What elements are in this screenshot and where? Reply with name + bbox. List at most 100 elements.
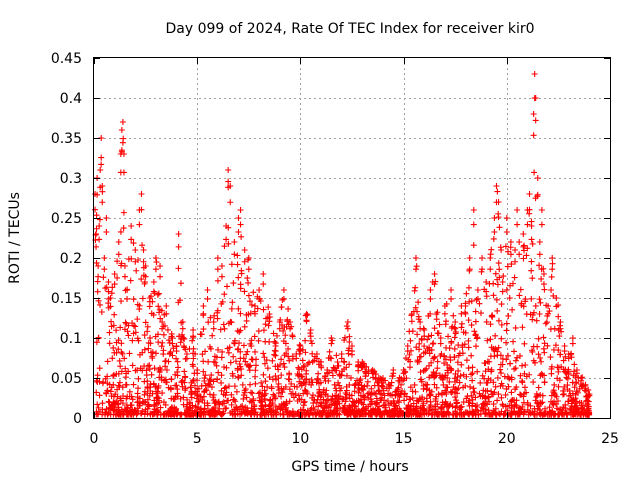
roti-point: [272, 348, 279, 355]
roti-point: [127, 411, 134, 418]
roti-point: [231, 337, 238, 344]
roti-point: [437, 340, 444, 347]
roti-point: [490, 235, 497, 242]
roti-point: [107, 303, 114, 310]
roti-point: [379, 377, 386, 384]
roti-point: [474, 295, 481, 302]
roti-point: [207, 377, 214, 384]
roti-point: [105, 398, 112, 405]
roti-point: [220, 408, 227, 415]
roti-point: [538, 275, 545, 282]
roti-point: [496, 274, 503, 281]
roti-point: [288, 380, 295, 387]
roti-point: [128, 402, 135, 409]
roti-point: [208, 372, 215, 379]
roti-point: [388, 379, 395, 386]
roti-point: [368, 407, 375, 414]
roti-point: [517, 372, 524, 379]
roti-point: [221, 291, 228, 298]
roti-point: [499, 355, 506, 362]
roti-peak-point: [169, 335, 176, 341]
roti-point: [342, 390, 349, 397]
roti-peak-point: [538, 207, 545, 213]
roti-point: [241, 258, 248, 265]
roti-point: [572, 407, 579, 414]
x-tick-label: 0: [90, 431, 99, 447]
roti-point: [250, 395, 257, 402]
roti-point: [508, 411, 515, 418]
roti-point: [438, 374, 445, 381]
roti-point: [318, 402, 325, 409]
roti-peak-point: [237, 207, 244, 213]
roti-point: [122, 365, 129, 372]
roti-point: [157, 315, 164, 322]
roti-point: [357, 376, 364, 383]
roti-peak-point: [553, 295, 560, 301]
roti-point: [206, 411, 213, 418]
roti-peak-point: [231, 239, 238, 245]
roti-point: [122, 406, 129, 413]
roti-point: [234, 327, 241, 334]
roti-point: [144, 410, 151, 417]
roti-point: [260, 306, 267, 313]
roti-point: [229, 299, 236, 306]
roti-point: [343, 391, 350, 398]
roti-point: [401, 391, 408, 398]
roti-point: [472, 318, 479, 325]
roti-point: [94, 372, 101, 379]
roti-point: [531, 359, 538, 366]
roti-point: [430, 369, 437, 376]
roti-point: [451, 334, 458, 341]
roti-point: [579, 402, 586, 409]
roti-point: [511, 366, 518, 373]
roti-point: [152, 383, 159, 390]
roti-point: [107, 388, 114, 395]
roti-peak-point: [536, 239, 543, 245]
roti-point: [224, 345, 231, 352]
roti-point: [155, 339, 162, 346]
roti-peak-point: [466, 255, 473, 261]
roti-point: [328, 396, 335, 403]
roti-point: [463, 357, 470, 364]
roti-point: [368, 385, 375, 392]
roti-point: [181, 368, 188, 375]
roti-point: [148, 349, 155, 356]
roti-point: [188, 379, 195, 386]
roti-point: [113, 411, 120, 418]
roti-point: [558, 411, 565, 418]
roti-point: [541, 372, 548, 379]
roti-peak-point: [214, 255, 221, 261]
roti-point: [494, 348, 501, 355]
roti-point: [262, 321, 269, 328]
roti-point: [463, 395, 470, 402]
roti-point: [186, 345, 193, 352]
roti-point: [428, 346, 435, 353]
roti-point: [490, 391, 497, 398]
roti-point: [103, 229, 110, 235]
roti-point: [529, 240, 536, 247]
roti-point: [141, 399, 148, 406]
roti-point: [458, 320, 465, 327]
roti-point: [120, 169, 127, 176]
roti-point: [540, 281, 547, 288]
roti-point: [108, 290, 115, 297]
roti-point: [434, 408, 441, 415]
roti-point: [348, 392, 355, 399]
roti-point: [473, 335, 480, 342]
y-tick-label: 0.15: [51, 291, 82, 307]
roti-point: [107, 405, 114, 412]
roti-point: [434, 309, 441, 316]
roti-point: [116, 383, 123, 390]
roti-point: [285, 353, 292, 360]
roti-point: [494, 281, 501, 288]
roti-point: [512, 324, 519, 331]
tick-labels: 0 5 10 15 20 25 0 0.05 0.1 0.15 0.2 0.25 0.3 0.35 0.4 0…: [51, 51, 619, 447]
roti-point: [435, 330, 442, 337]
roti-point: [551, 381, 558, 388]
roti-point: [420, 367, 427, 374]
roti-point: [113, 327, 120, 334]
roti-point: [280, 386, 287, 393]
roti-point: [195, 398, 202, 405]
roti-point: [227, 359, 234, 366]
roti-peak-point: [97, 167, 104, 173]
